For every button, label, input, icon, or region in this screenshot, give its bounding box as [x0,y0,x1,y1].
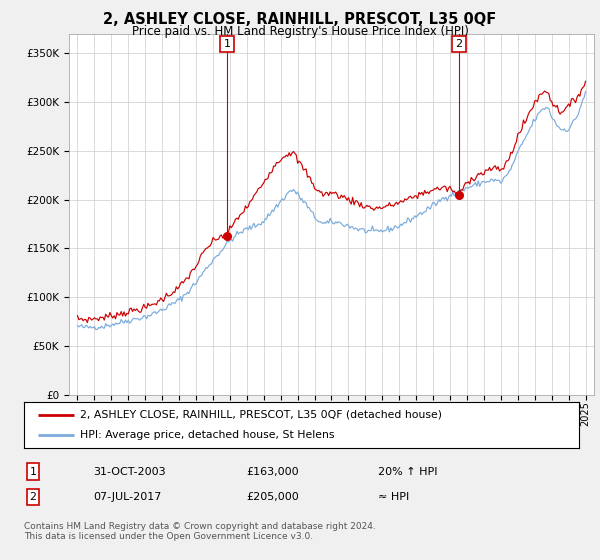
Text: 31-OCT-2003: 31-OCT-2003 [93,466,166,477]
Text: £163,000: £163,000 [246,466,299,477]
Text: 2, ASHLEY CLOSE, RAINHILL, PRESCOT, L35 0QF: 2, ASHLEY CLOSE, RAINHILL, PRESCOT, L35 … [103,12,497,27]
Text: Price paid vs. HM Land Registry's House Price Index (HPI): Price paid vs. HM Land Registry's House … [131,25,469,38]
Text: HPI: Average price, detached house, St Helens: HPI: Average price, detached house, St H… [79,430,334,440]
Text: Contains HM Land Registry data © Crown copyright and database right 2024.
This d: Contains HM Land Registry data © Crown c… [24,522,376,542]
Text: 20% ↑ HPI: 20% ↑ HPI [378,466,437,477]
Text: 2: 2 [29,492,37,502]
Text: 2: 2 [455,39,463,49]
Text: £205,000: £205,000 [246,492,299,502]
Text: 07-JUL-2017: 07-JUL-2017 [93,492,161,502]
Text: 1: 1 [224,39,230,49]
Text: ≈ HPI: ≈ HPI [378,492,409,502]
Text: 1: 1 [29,466,37,477]
Text: 2, ASHLEY CLOSE, RAINHILL, PRESCOT, L35 0QF (detached house): 2, ASHLEY CLOSE, RAINHILL, PRESCOT, L35 … [79,410,442,420]
